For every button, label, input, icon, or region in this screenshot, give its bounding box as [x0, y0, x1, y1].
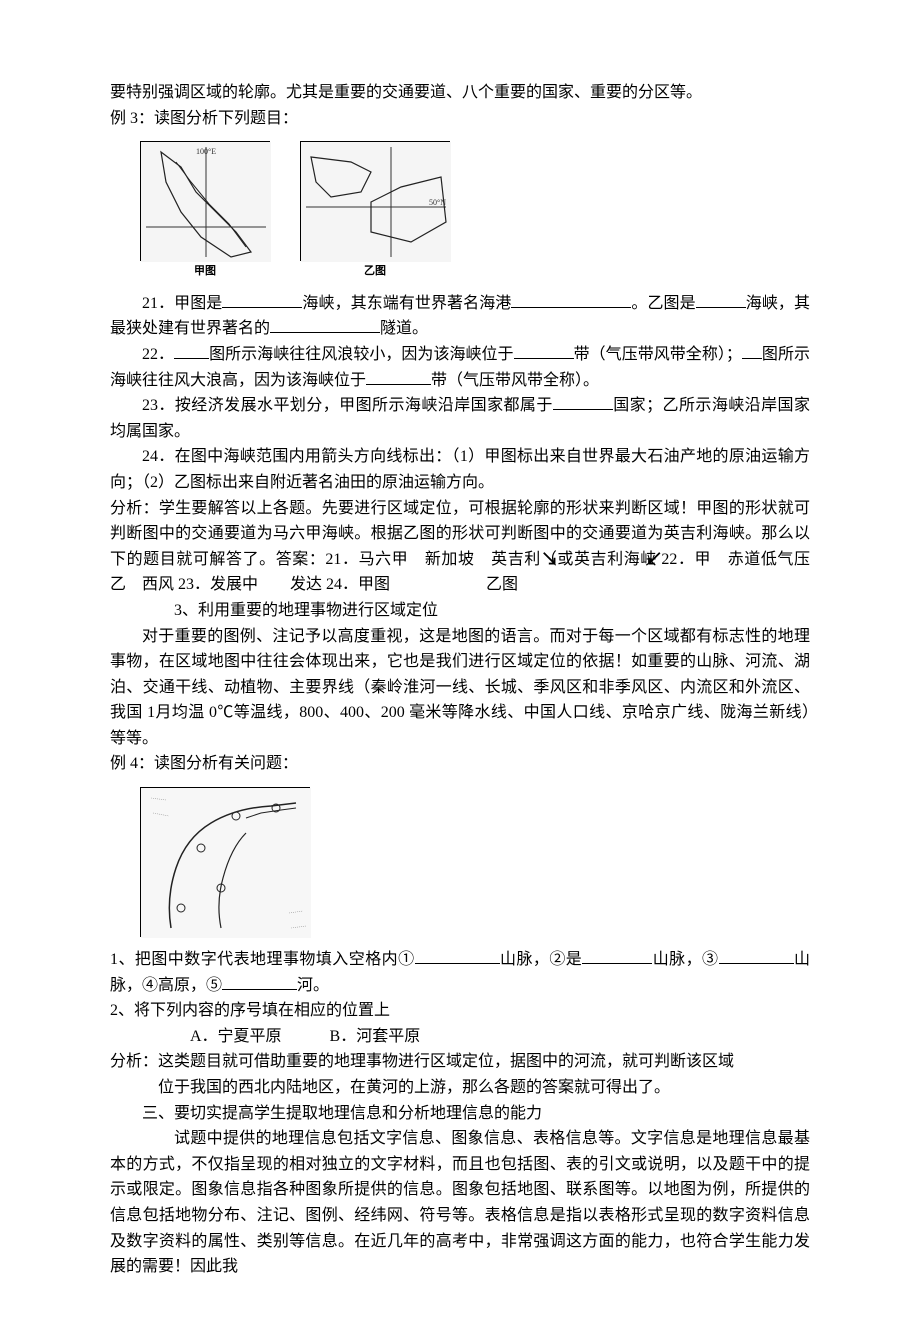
blank [222, 292, 302, 308]
options-ab: A．宁夏平原 B．河套平原 [110, 1024, 810, 1050]
question-22: 22．图所示海峡往往风浪较小，因为该海峡位于带（气压带风带全称）；图所示海峡往往… [110, 342, 810, 393]
arrow-icon: ↘ [540, 552, 558, 563]
blank [553, 394, 613, 410]
blank [415, 948, 500, 964]
paragraph-3: 对于重要的图例、注记予以高度重视，这是地图的语言。而对于每一个区域都有标志性的地… [110, 624, 810, 752]
example3-title: 例 3：读图分析下列题目： [110, 106, 810, 132]
analysis-1-wrapper: 分析：学生要解答以上各题。先要进行区域定位，可根据轮廓的形状来判断区域！甲图的形… [110, 496, 810, 598]
blank [742, 343, 762, 359]
section-4-title: 三、要切实提高学生提取地理信息和分析地理信息的能力 [110, 1101, 810, 1127]
q22-part-a: 22． [142, 346, 174, 363]
analysis-1: 分析：学生要解答以上各题。先要进行区域定位，可根据轮廓的形状来判断区域！甲图的形… [110, 496, 810, 598]
map-b-caption: 乙图 [364, 263, 386, 281]
question-2: 2、将下列内容的序号填在相应的位置上 [110, 998, 810, 1024]
q1-part-c: 山脉，③ [652, 951, 718, 968]
example4-title: 例 4：读图分析有关问题： [110, 751, 810, 777]
q21-part-b: 海峡，其东端有世界著名海港 [302, 295, 511, 312]
map-a-lon-label: 100°E [196, 147, 216, 156]
blank [366, 369, 431, 385]
map-row-1: 100°E 甲图 50°N 乙图 [140, 141, 810, 281]
blank [174, 343, 209, 359]
blank [582, 948, 652, 964]
blank [719, 948, 794, 964]
q22-part-c: 带（气压带风带全称）； [574, 346, 742, 363]
blank [514, 343, 574, 359]
q23-part-a: 23．按经济发展水平划分，甲图所示海峡沿岸国家都属于 [142, 397, 553, 414]
blank [696, 292, 746, 308]
q1-part-a: 1、把图中数字代表地理事物填入空格内① [110, 951, 415, 968]
map-c [140, 787, 310, 937]
map-a: 100°E [140, 141, 270, 261]
map-b-lat-label: 50°N [429, 198, 446, 207]
question-23: 23．按经济发展水平划分，甲图所示海峡沿岸国家都属于国家；乙所示海峡沿岸国家均属… [110, 393, 810, 444]
map-a-caption: 甲图 [194, 263, 216, 281]
q21-part-a: 21．甲图是 [142, 295, 222, 312]
q22-part-b: 图所示海峡往往风浪较小，因为该海峡位于 [209, 346, 514, 363]
section-3-title: 3、利用重要的地理事物进行区域定位 [110, 598, 810, 624]
question-21: 21．甲图是海峡，其东端有世界著名海港。乙图是海峡，其最狭处建有世界著名的隧道。 [110, 291, 810, 342]
map-b-container: 50°N 乙图 [300, 141, 450, 281]
q1-part-e: 河。 [297, 977, 329, 994]
map-c-container [140, 787, 310, 937]
analysis-2a: 分析：这类题目就可借助重要的地理事物进行区域定位，据图中的河流，就可判断该区域 [110, 1049, 810, 1075]
q21-part-c: 。乙图是 [631, 295, 695, 312]
blank [270, 317, 380, 333]
q22-part-e: 带（气压带风带全称）。 [431, 372, 599, 389]
q1-part-b: 山脉，②是 [500, 951, 583, 968]
arrow-icon: ↙ [645, 552, 663, 563]
q21-part-e: 隧道。 [380, 320, 428, 337]
blank [222, 974, 297, 990]
map-a-container: 100°E 甲图 [140, 141, 270, 281]
blank [511, 292, 631, 308]
map-row-2 [140, 787, 810, 937]
map-b: 50°N [300, 141, 450, 261]
paragraph-intro: 要特别强调区域的轮廓。尤其是重要的交通要道、八个重要的国家、重要的分区等。 [110, 80, 810, 106]
question-24: 24．在图中海峡范围内用箭头方向线标出：（1）甲图标出来自世界最大石油产地的原油… [110, 444, 810, 495]
question-1: 1、把图中数字代表地理事物填入空格内①山脉，②是山脉，③山脉，④高原，⑤河。 [110, 947, 810, 998]
paragraph-5: 试题中提供的地理信息包括文字信息、图象信息、表格信息等。文字信息是地理信息最基本… [110, 1126, 810, 1280]
analysis-2b: 位于我国的西北内陆地区，在黄河的上游，那么各题的答案就可得出了。 [110, 1075, 810, 1101]
